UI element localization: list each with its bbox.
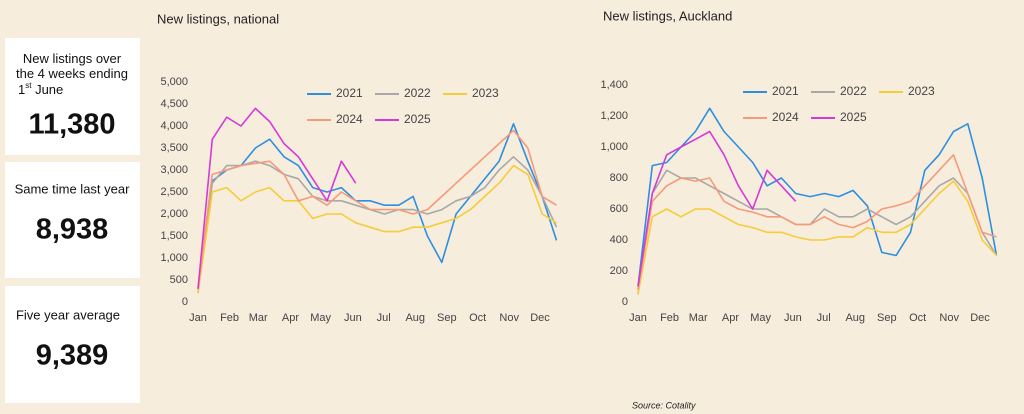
card-label: Same time last year: [15, 181, 131, 196]
series-line: [197, 123, 558, 289]
card: [5, 162, 140, 278]
card-label: Five year average: [16, 307, 120, 322]
x-tick-label: Jul: [817, 312, 831, 324]
source: Source: Cotality: [632, 400, 696, 410]
y-tick-label: 0: [182, 296, 188, 308]
x-tick-label: Mar: [249, 312, 268, 324]
y-tick-label: 1,000: [600, 141, 628, 153]
y-tick-label: 1,400: [600, 79, 628, 91]
x-tick-label: Jun: [784, 312, 802, 324]
series-line: [637, 180, 998, 295]
y-tick-label: 1,500: [160, 230, 188, 242]
card-label-line: 1: [18, 82, 25, 97]
x-tick-label: Feb: [660, 312, 679, 324]
chart-title: New listings, Auckland: [603, 8, 732, 23]
card: [5, 38, 140, 155]
x-tick-label: Sep: [877, 312, 897, 324]
x-tick-label: Mar: [689, 312, 708, 324]
y-tick-label: 200: [610, 265, 628, 277]
legend-label: 2025: [404, 112, 431, 126]
x-tick-label: Jan: [629, 312, 647, 324]
legend-label: 2024: [336, 112, 363, 126]
card-label-end: June: [31, 82, 63, 97]
x-tick-label: Aug: [845, 312, 865, 324]
x-tick-label: May: [750, 312, 771, 324]
x-tick-label: Feb: [220, 312, 239, 324]
legend-label: 2025: [840, 110, 867, 124]
legend-label: 2023: [908, 84, 935, 98]
legend-label: 2022: [404, 86, 431, 100]
series-line: [197, 129, 557, 289]
x-tick-label: Nov: [499, 312, 519, 324]
card-label: New listings over the 4 weeks ending 1st J…: [16, 51, 128, 97]
y-tick-label: 3,500: [160, 142, 188, 154]
legend-label: 2022: [840, 84, 867, 98]
y-tick-label: 800: [610, 172, 628, 184]
x-tick-label: Apr: [722, 312, 739, 324]
series-line: [197, 107, 357, 289]
card-value: 8,938: [36, 214, 109, 246]
x-tick-label: Nov: [939, 312, 959, 324]
card-label-line: the 4 weeks ending: [16, 66, 128, 81]
series-line: [637, 154, 997, 290]
y-tick-label: 4,500: [160, 98, 188, 110]
x-tick-label: Oct: [909, 312, 926, 324]
y-tick-label: 5,000: [160, 76, 188, 88]
y-tick-label: 0: [622, 296, 628, 308]
legend-label: 2021: [336, 86, 363, 100]
y-tick-label: 2,500: [160, 186, 188, 198]
y-tick-label: 3,000: [160, 164, 188, 176]
y-tick-label: 400: [610, 234, 628, 246]
card-value: 9,389: [36, 340, 109, 372]
y-tick-label: 4,000: [160, 120, 188, 132]
x-tick-label: Aug: [405, 312, 425, 324]
x-tick-label: Jan: [189, 312, 207, 324]
legend-label: 2023: [472, 86, 499, 100]
series-line: [637, 169, 998, 295]
chart-title: New listings, national: [157, 11, 279, 26]
card-value: 11,380: [28, 109, 115, 141]
legend-label: 2024: [772, 110, 799, 124]
x-tick-label: May: [310, 312, 331, 324]
legend-label: 2021: [772, 84, 799, 98]
card: [5, 286, 140, 403]
x-tick-label: Jul: [377, 312, 391, 324]
y-tick-label: 1,000: [160, 252, 188, 264]
y-tick-label: 1,200: [600, 110, 628, 122]
x-tick-label: Dec: [530, 312, 550, 324]
x-tick-label: Apr: [282, 312, 299, 324]
x-tick-label: Sep: [437, 312, 457, 324]
x-tick-label: Dec: [970, 312, 990, 324]
x-tick-label: Jun: [344, 312, 362, 324]
y-tick-label: 600: [610, 203, 628, 215]
y-tick-label: 500: [170, 274, 188, 286]
y-tick-label: 2,000: [160, 208, 188, 220]
series-line: [637, 107, 998, 287]
card-label-line: New listings over: [23, 51, 122, 66]
series-line: [197, 164, 557, 294]
series-line: [197, 156, 558, 294]
x-tick-label: Oct: [469, 312, 486, 324]
series-line: [637, 130, 797, 287]
card-label-sup: st: [25, 81, 32, 90]
